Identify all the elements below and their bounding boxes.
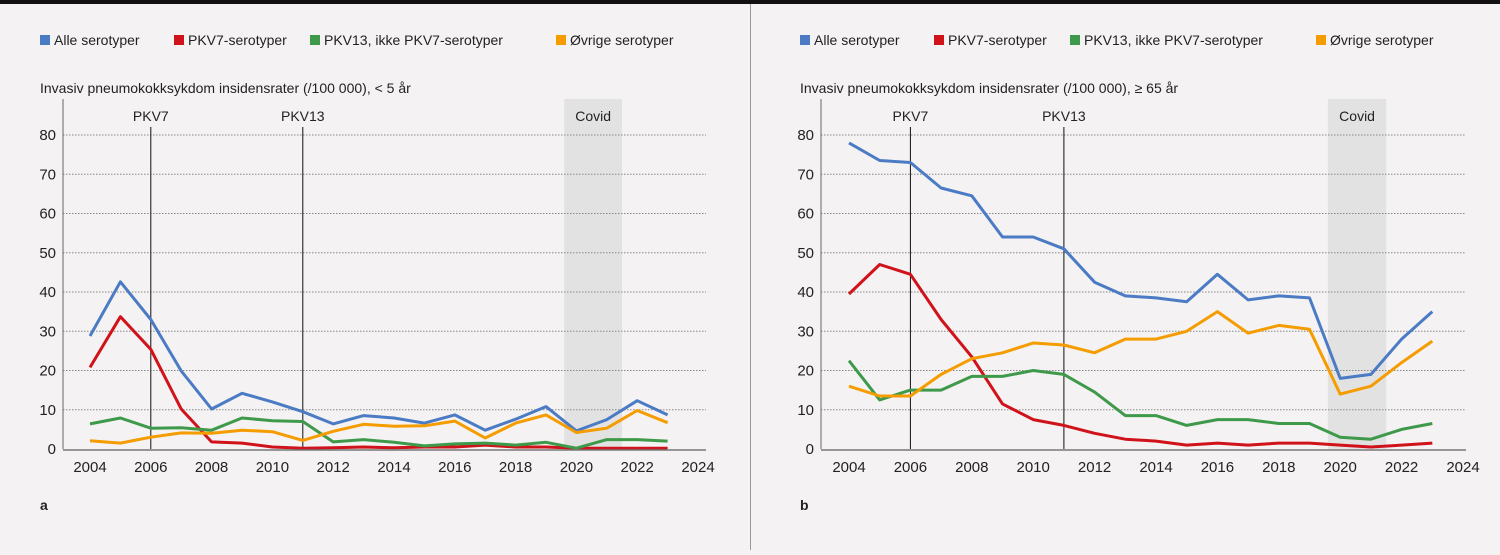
y-tick-label: 40 <box>797 284 814 301</box>
y-tick-label: 70 <box>39 166 56 183</box>
y-tick-label: 20 <box>797 363 814 380</box>
vaccine-intro-label: PKV13 <box>1042 108 1086 124</box>
panel-divider <box>750 4 751 550</box>
top-bar <box>0 0 1500 4</box>
series-line-3 <box>89 409 669 445</box>
y-tick-label: 60 <box>797 206 814 223</box>
y-tick-label: 0 <box>48 441 56 458</box>
chart-a: Alle serotyper PKV7-serotyper PKV13, ikke … <box>39 32 714 513</box>
x-tick-label: 2024 <box>681 459 714 476</box>
y-tick-label: 40 <box>39 284 56 301</box>
panel-label: a <box>40 497 48 513</box>
legend-label: PKV7-serotyper <box>948 32 1047 48</box>
chart-title: Invasiv pneumokokksykdom insidensrater (… <box>800 80 1178 96</box>
x-tick-label: 2020 <box>1324 459 1357 476</box>
covid-shade <box>1327 99 1387 449</box>
x-tick-label: 2010 <box>1017 459 1050 476</box>
panel-a: Alle serotyper PKV7-serotyper PKV13, ikke … <box>0 0 750 550</box>
x-tick-label: 2018 <box>1262 459 1295 476</box>
series-line-1 <box>847 263 1433 449</box>
legend-label: Øvrige serotyper <box>1330 32 1434 48</box>
x-tick-label: 2008 <box>955 459 988 476</box>
vaccine-intro-label: PKV7 <box>133 108 169 124</box>
series-line-3 <box>848 310 1434 398</box>
legend-label: Alle serotyper <box>54 32 140 48</box>
y-tick-label: 80 <box>797 127 814 144</box>
y-tick-label: 0 <box>806 441 814 458</box>
x-tick-label: 2006 <box>134 459 167 476</box>
series-line-2 <box>89 416 668 450</box>
vaccine-intro-label: PKV13 <box>281 108 325 124</box>
covid-label: Covid <box>575 108 611 124</box>
chart-title: Invasiv pneumokokksykdom insidensrater (… <box>40 80 411 96</box>
y-tick-label: 20 <box>39 363 56 380</box>
vaccine-intro-label: PKV7 <box>892 108 928 124</box>
series-line-0 <box>848 141 1434 380</box>
legend-label: Alle serotyper <box>814 32 900 48</box>
x-tick-label: 2016 <box>1201 459 1234 476</box>
x-tick-label: 2012 <box>1078 459 1111 476</box>
x-tick-label: 2022 <box>621 459 654 476</box>
legend-swatch <box>1070 35 1080 45</box>
panel-label: b <box>800 497 809 513</box>
x-tick-label: 2010 <box>256 459 289 476</box>
x-tick-label: 2004 <box>73 459 106 476</box>
panel-b: Alle serotyper PKV7-serotyper PKV13, ikke … <box>750 0 1500 550</box>
series-line-0 <box>88 280 669 433</box>
x-tick-label: 2020 <box>560 459 593 476</box>
series-line-2 <box>847 359 1433 441</box>
legend-label: PKV13, ikke PKV7-serotyper <box>324 32 503 48</box>
x-tick-label: 2006 <box>894 459 927 476</box>
x-tick-label: 2014 <box>1139 459 1172 476</box>
y-tick-label: 30 <box>39 323 56 340</box>
y-tick-label: 80 <box>39 127 56 144</box>
x-tick-label: 2008 <box>195 459 228 476</box>
x-tick-label: 2016 <box>438 459 471 476</box>
legend-label: PKV7-serotyper <box>188 32 287 48</box>
x-tick-label: 2014 <box>377 459 410 476</box>
legend-swatch <box>800 35 810 45</box>
y-tick-label: 60 <box>39 206 56 223</box>
y-tick-label: 30 <box>797 323 814 340</box>
covid-label: Covid <box>1339 108 1375 124</box>
legend-swatch <box>174 35 184 45</box>
x-tick-label: 2024 <box>1446 459 1479 476</box>
x-tick-label: 2012 <box>317 459 350 476</box>
x-tick-label: 2022 <box>1385 459 1418 476</box>
legend-swatch <box>40 35 50 45</box>
covid-shade <box>564 99 622 449</box>
legend-swatch <box>556 35 566 45</box>
x-tick-label: 2004 <box>832 459 865 476</box>
chart-b: Alle serotyper PKV7-serotyper PKV13, ikke … <box>797 32 1479 513</box>
legend-swatch <box>934 35 944 45</box>
legend-swatch <box>310 35 320 45</box>
y-tick-label: 10 <box>797 402 814 419</box>
y-tick-label: 70 <box>797 166 814 183</box>
y-tick-label: 50 <box>797 245 814 262</box>
legend-swatch <box>1316 35 1326 45</box>
y-tick-label: 10 <box>39 402 56 419</box>
y-tick-label: 50 <box>39 245 56 262</box>
legend-label: Øvrige serotyper <box>570 32 674 48</box>
x-tick-label: 2018 <box>499 459 532 476</box>
legend-label: PKV13, ikke PKV7-serotyper <box>1084 32 1263 48</box>
